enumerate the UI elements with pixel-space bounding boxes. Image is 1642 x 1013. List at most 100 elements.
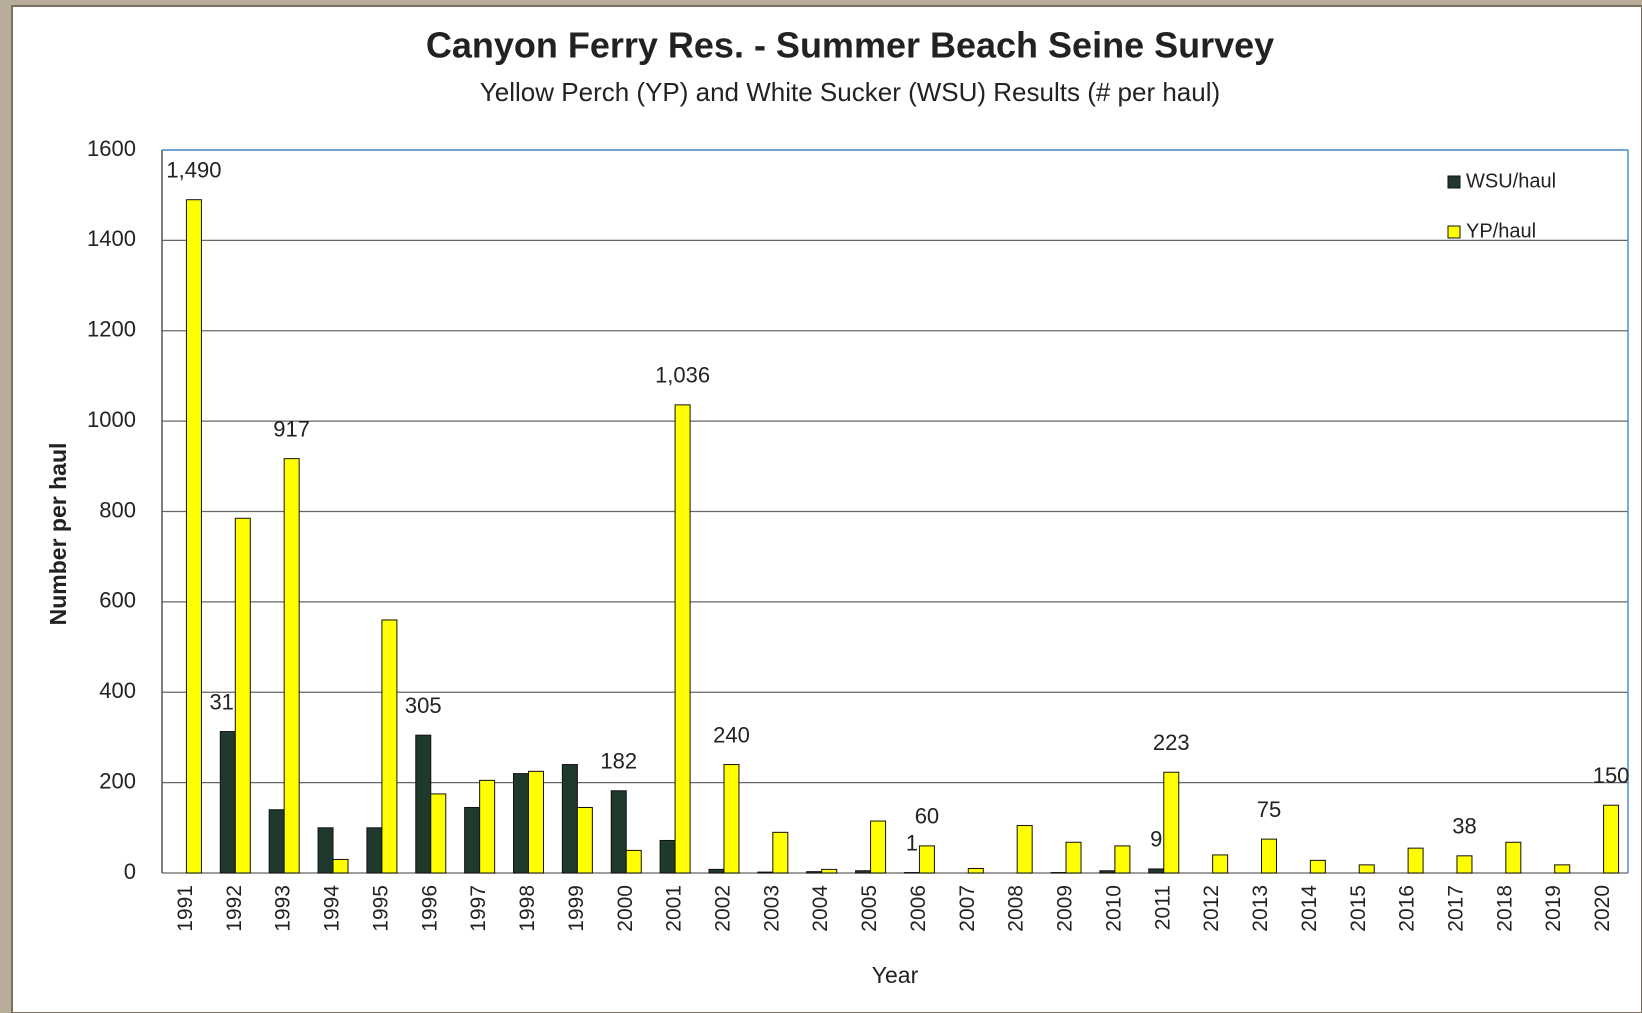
bar: [185, 199, 202, 874]
bar: [772, 831, 789, 874]
y-axis-label: Number per haul: [45, 443, 71, 626]
bar: [366, 827, 383, 874]
x-tick-label: 1991: [174, 885, 197, 932]
x-tick-label: 1994: [321, 885, 344, 932]
legend-label: WSU/haul: [1466, 170, 1556, 192]
x-tick-label: 2000: [614, 885, 637, 932]
x-tick-label: 2020: [1591, 885, 1614, 932]
y-tick-label: 1600: [87, 136, 136, 161]
y-tick-label: 1000: [87, 407, 136, 432]
x-tick-label: 2014: [1298, 885, 1321, 932]
bar: [1212, 854, 1229, 874]
data-label: 1,490: [166, 158, 221, 183]
y-tick-label: 1200: [87, 317, 136, 342]
bar: [1505, 841, 1522, 874]
bar: [430, 793, 447, 874]
bar: [381, 619, 398, 874]
y-tick-label: 200: [99, 768, 136, 793]
legend-swatch: [1447, 175, 1461, 189]
bar: [283, 458, 300, 874]
data-label: 9: [1150, 827, 1162, 852]
data-label: 1: [906, 830, 918, 855]
x-tick-label: 2011: [1151, 885, 1174, 930]
x-tick-label: 2008: [1005, 885, 1028, 932]
x-tick-label: 2013: [1249, 885, 1272, 932]
bar: [234, 517, 251, 874]
x-tick-label: 1996: [418, 885, 441, 932]
bar: [821, 868, 838, 874]
x-axis-label: Year: [872, 962, 919, 988]
legend-swatch: [1447, 225, 1461, 239]
chart-title: Canyon Ferry Res. - Summer Beach Seine S…: [426, 25, 1274, 66]
bar: [757, 871, 774, 874]
bar: [1148, 868, 1165, 874]
x-tick-label: 2003: [760, 885, 783, 932]
y-tick-label: 0: [124, 859, 136, 884]
x-tick-label: 2015: [1347, 885, 1370, 932]
bar: [967, 867, 984, 874]
bar: [479, 779, 496, 874]
y-tick-label: 400: [99, 678, 136, 703]
x-tick-label: 2016: [1396, 885, 1419, 932]
bar: [708, 868, 725, 874]
bar: [464, 806, 481, 874]
bar: [1309, 859, 1326, 874]
x-tick-label: 2009: [1054, 885, 1077, 932]
bar: [513, 773, 529, 874]
bar: [723, 764, 740, 874]
x-tick-label: 2007: [956, 885, 979, 932]
y-tick-label: 800: [99, 497, 136, 522]
legend-label: YP/haul: [1466, 220, 1536, 242]
data-label: 240: [713, 722, 750, 747]
bar: [659, 839, 676, 874]
bar: [268, 809, 285, 874]
x-tick-label: 2005: [858, 885, 881, 932]
x-tick-label: 2012: [1200, 885, 1223, 932]
bar: [1407, 847, 1424, 874]
x-tick-label: 1995: [369, 885, 392, 932]
bar: [1603, 804, 1620, 874]
x-tick-label: 2002: [712, 885, 735, 932]
bar: [1099, 870, 1116, 874]
x-tick-label: 1999: [565, 885, 588, 932]
data-label: 305: [405, 693, 442, 718]
data-label: 223: [1153, 730, 1190, 755]
data-label: 182: [600, 749, 637, 774]
x-tick-label: 1992: [223, 885, 246, 932]
data-label: 917: [273, 416, 310, 441]
bar: [332, 858, 349, 874]
panel: [11, 5, 1642, 1013]
bar: [855, 870, 872, 874]
bar: [415, 734, 432, 874]
bar: [918, 845, 935, 874]
bar: [1114, 845, 1131, 874]
x-tick-label: 2010: [1102, 885, 1125, 932]
bar: [1358, 864, 1375, 874]
bar: [219, 731, 236, 874]
x-tick-label: 1993: [272, 885, 295, 932]
data-label: 150: [1593, 763, 1630, 788]
bar: [528, 770, 544, 874]
bar: [1554, 864, 1571, 874]
y-tick-label: 600: [99, 588, 136, 613]
bar: [1261, 838, 1277, 874]
x-tick-label: 1997: [467, 885, 490, 932]
data-label: 75: [1257, 797, 1281, 822]
bar: [1456, 855, 1473, 874]
data-label: 1,036: [655, 363, 710, 388]
bar: [1016, 825, 1033, 874]
data-label: 60: [915, 804, 939, 829]
x-tick-label: 2018: [1493, 885, 1516, 932]
x-tick-label: 1998: [516, 885, 539, 932]
x-tick-label: 2019: [1542, 885, 1565, 932]
x-tick-label: 2006: [907, 885, 930, 932]
y-tick-label: 1400: [87, 226, 136, 251]
chart-subtitle: Yellow Perch (YP) and White Sucker (WSU)…: [480, 77, 1220, 107]
x-tick-label: 2017: [1445, 885, 1468, 932]
bar: [317, 827, 334, 874]
bar: [870, 820, 887, 874]
bar: [1163, 771, 1180, 874]
x-tick-label: 2001: [663, 885, 686, 932]
x-tick-label: 2004: [809, 885, 832, 932]
